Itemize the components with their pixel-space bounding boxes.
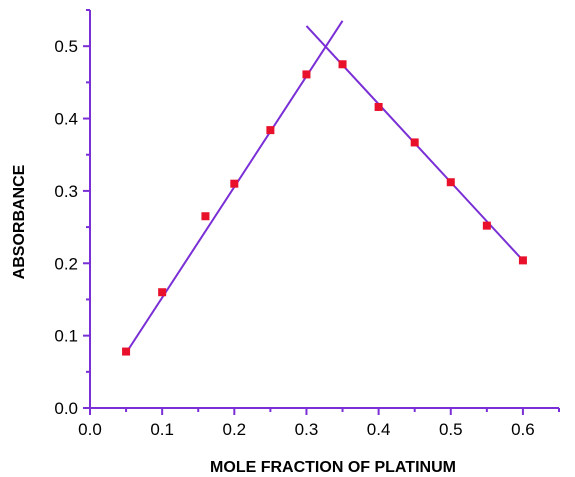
y-tick-label: 0.2	[54, 254, 78, 273]
x-tick-label: 0.6	[511, 420, 535, 439]
data-point	[302, 70, 311, 79]
y-tick-label: 0.1	[54, 327, 78, 346]
data-point	[230, 179, 239, 188]
x-tick-label: 0.2	[222, 420, 246, 439]
data-point	[158, 288, 167, 297]
x-tick-label: 0.4	[367, 420, 391, 439]
data-point	[482, 221, 491, 230]
y-tick-label: 0.5	[54, 37, 78, 56]
y-tick-label: 0.0	[54, 399, 78, 418]
tick-labels: 0.0 0.1 0.2 0.3 0.4 0.5 0.6 0.0 0.1 0.2 0.3 0.4 0.5	[54, 37, 534, 439]
x-tick-label: 0.3	[295, 420, 319, 439]
data-point	[122, 347, 131, 356]
x-axis-label: MOLE FRACTION OF PLATINUM	[210, 459, 456, 476]
fit-lines	[125, 20, 524, 354]
data-point	[338, 60, 347, 69]
data-point	[410, 138, 419, 147]
data-point	[518, 256, 527, 265]
axes	[89, 10, 559, 409]
data-point	[201, 212, 210, 221]
x-tick-label: 0.0	[78, 420, 102, 439]
y-tick-label: 0.4	[54, 110, 78, 129]
data-point	[266, 126, 275, 135]
y-tick-label: 0.3	[54, 182, 78, 201]
ticks	[83, 9, 560, 415]
data-points	[122, 60, 527, 356]
x-tick-label: 0.1	[150, 420, 174, 439]
x-tick-label: 0.5	[439, 420, 463, 439]
data-point	[374, 102, 383, 111]
y-axis-label: ABSORBANCE	[11, 164, 28, 279]
data-point	[446, 178, 455, 187]
